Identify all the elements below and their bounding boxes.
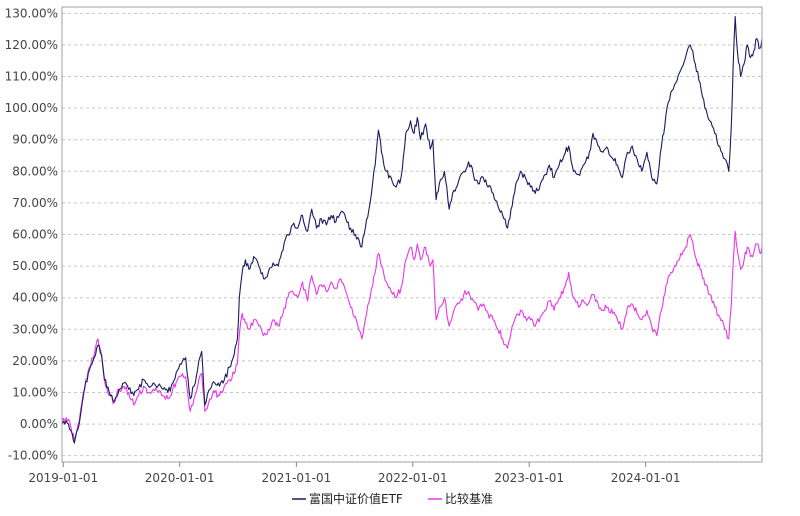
- y-tick-label: 40.00%: [12, 291, 58, 305]
- y-axis: -10.00% 0.00% 10.00% 20.00% 30.00% 40.00% 50.0…: [5, 6, 58, 462]
- series-line-benchmark: [61, 230, 763, 441]
- y-tick-label: 120.00%: [5, 38, 58, 52]
- y-tick-label: 100.00%: [5, 101, 58, 115]
- y-tick-label: 90.00%: [12, 133, 58, 147]
- x-tick-label: 2019-01-01: [28, 471, 98, 485]
- x-tick-label: 2020-01-01: [145, 471, 215, 485]
- y-tick-label: -10.00%: [8, 449, 58, 463]
- gridlines: [62, 12, 762, 457]
- y-tick-label: 30.00%: [12, 322, 58, 336]
- legend-label: 比较基准: [445, 491, 493, 506]
- x-tick-label: 2024-01-01: [611, 471, 681, 485]
- x-tick-label: 2023-01-01: [494, 471, 564, 485]
- y-tick-label: 60.00%: [12, 228, 58, 242]
- legend-label: 富国中证价值ETF: [309, 491, 403, 506]
- y-tick-label: 130.00%: [5, 6, 58, 20]
- x-axis: 2019-01-01 2020-01-01 2021-01-01 2022-01-01…: [28, 462, 680, 485]
- series-line-etf: [61, 15, 763, 444]
- legend: 富国中证价值ETF 比较基准: [292, 491, 493, 506]
- y-tick-label: 0.00%: [20, 417, 58, 431]
- plot-area-border: [61, 6, 763, 463]
- x-tick-label: 2022-01-01: [378, 471, 448, 485]
- y-tick-label: 50.00%: [12, 259, 58, 273]
- y-tick-label: 70.00%: [12, 196, 58, 210]
- y-tick-label: 10.00%: [12, 385, 58, 399]
- series-lines: [61, 15, 763, 444]
- y-tick-label: 80.00%: [12, 164, 58, 178]
- x-tick-label: 2021-01-01: [262, 471, 332, 485]
- y-tick-label: 20.00%: [12, 354, 58, 368]
- y-tick-label: 110.00%: [5, 70, 58, 84]
